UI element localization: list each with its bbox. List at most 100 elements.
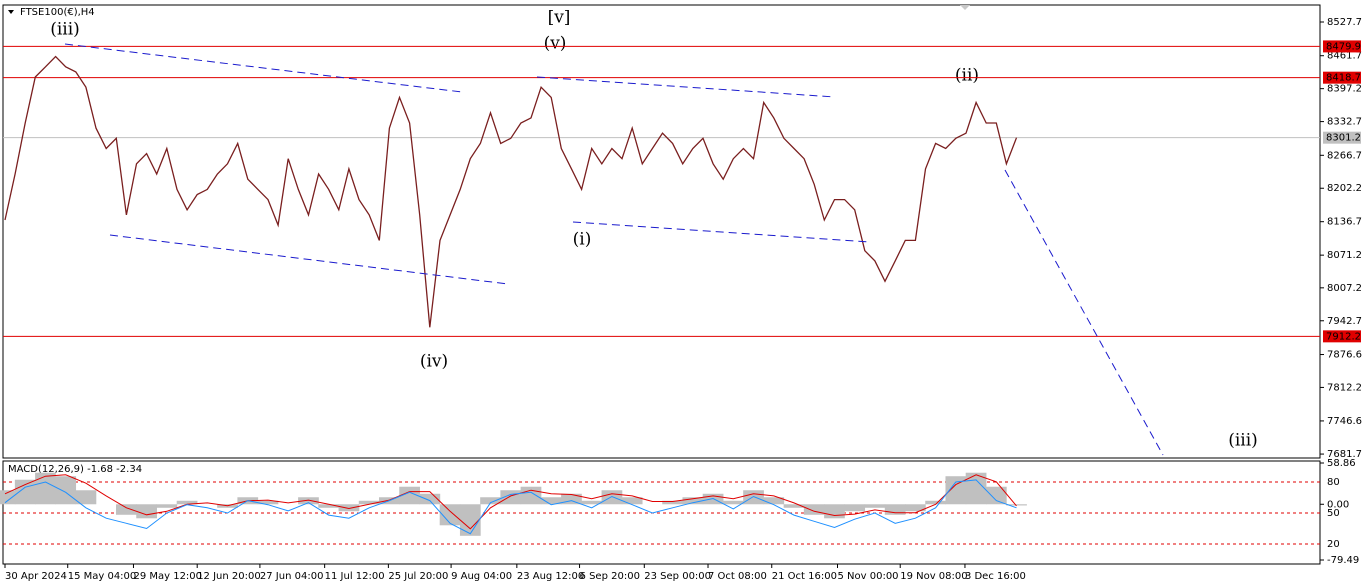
x-tick-label: 15 May 04:00 <box>68 571 137 582</box>
trend-line <box>1004 169 1164 456</box>
macd-bar <box>763 497 785 505</box>
x-tick-label: 3 Dec 16:00 <box>965 571 1026 582</box>
y2-tick-label: 20 <box>1327 539 1340 550</box>
y-tick-label: 7876.6 <box>1327 350 1362 361</box>
macd-pane <box>2 460 1321 565</box>
symbol-title: FTSE100(€),H4 <box>20 7 95 18</box>
x-tick-label: 29 May 12:00 <box>133 571 202 582</box>
wave-label: (ii) <box>955 66 979 86</box>
last-price-label: 8301.2 <box>1326 133 1361 144</box>
macd-bar <box>136 504 157 519</box>
x-tick-label: 11 Jul 12:00 <box>325 571 385 582</box>
macd-bar <box>864 504 886 508</box>
level-tag <box>1323 330 1361 343</box>
indicator-line <box>4 474 1017 530</box>
macd-bar <box>358 500 380 505</box>
macd-bar <box>985 486 1007 505</box>
y-tick-label: 58.86 <box>1327 458 1356 469</box>
x-tick-label: 23 Sep 00:00 <box>644 571 711 582</box>
macd-bar <box>419 493 441 505</box>
macd-bar <box>662 500 683 505</box>
macd-bar <box>480 497 501 505</box>
level-tag <box>1323 71 1361 84</box>
macd-bar <box>0 490 16 505</box>
macd-bar <box>621 497 643 505</box>
y-tick-label: 7681.7 <box>1327 449 1362 460</box>
level-label: 7912.2 <box>1326 331 1361 342</box>
macd-bar <box>601 490 623 505</box>
macd-bar <box>540 497 562 505</box>
y-tick-label: 8461.7 <box>1327 51 1362 62</box>
wave-label: (iii) <box>50 20 80 40</box>
y-tick-label: 0.00 <box>1327 499 1349 510</box>
macd-bar <box>35 472 56 505</box>
macd-bar <box>116 504 137 515</box>
macd-bar <box>318 504 340 508</box>
macd-bar <box>156 504 178 508</box>
macd-bar <box>925 500 946 505</box>
y-tick-label: -79.49 <box>1327 555 1359 566</box>
macd-bar <box>257 500 279 505</box>
x-tick-label: 21 Oct 16:00 <box>772 571 837 582</box>
macd-title: MACD(12,26,9) -1.68 -2.34 <box>8 464 142 475</box>
macd-bar <box>581 500 603 505</box>
y-tick-label: 8007.2 <box>1327 283 1362 294</box>
macd-bar <box>783 504 805 508</box>
level-label: 8479.9 <box>1326 41 1361 52</box>
y-tick-label: 8071.2 <box>1327 250 1362 261</box>
trend-line <box>64 43 463 93</box>
y-tick-label: 7942.7 <box>1327 316 1362 327</box>
macd-bar <box>75 490 97 505</box>
shift-marker <box>960 5 970 10</box>
macd-bar <box>682 497 704 505</box>
macd-bar <box>722 500 744 505</box>
macd-bar <box>743 490 764 505</box>
macd-bar <box>1006 504 1027 506</box>
y-tick-label: 8136.7 <box>1327 217 1362 228</box>
trend-line <box>536 76 836 98</box>
level-label: 8418.7 <box>1326 73 1361 84</box>
menu-arrow <box>8 10 14 14</box>
y-tick-label: 7746.6 <box>1327 416 1362 427</box>
macd-bar <box>561 493 582 505</box>
y-tick-label: 8332.7 <box>1327 117 1362 128</box>
x-tick-label: 9 Aug 04:00 <box>451 571 512 582</box>
y-tick-label: 8527.7 <box>1327 17 1362 28</box>
x-tick-label: 30 Apr 2024 <box>5 571 67 582</box>
macd-bar <box>824 504 845 519</box>
trend-line <box>572 221 871 243</box>
y2-tick-label: 50 <box>1327 508 1340 519</box>
macd-bar <box>844 504 866 512</box>
x-tick-label: 25 Jul 20:00 <box>388 571 448 582</box>
macd-bar <box>439 504 461 526</box>
macd-bar <box>905 504 926 512</box>
wave-label: (i) <box>573 230 592 250</box>
macd-bar <box>459 504 481 536</box>
macd-bar <box>520 486 542 505</box>
macd-bar <box>884 504 906 515</box>
x-tick-label: 6 Sep 20:00 <box>580 571 640 582</box>
last-price-tag <box>1323 131 1361 144</box>
trend-line <box>109 234 509 285</box>
y2-tick-label: 80 <box>1327 477 1340 488</box>
macd-bar <box>298 497 319 505</box>
wave-label: (iii) <box>1228 431 1258 451</box>
x-tick-label: 19 Nov 08:00 <box>900 571 967 582</box>
macd-bar <box>803 504 825 515</box>
y-tick-label: 8202.2 <box>1327 183 1362 194</box>
price-pane <box>2 4 1321 459</box>
y-tick-label: 7812.2 <box>1327 382 1362 393</box>
y-tick-label: 8397.2 <box>1327 84 1362 95</box>
wave-label: (iv) <box>420 352 448 372</box>
x-tick-label: 23 Aug 12:00 <box>517 571 584 582</box>
x-tick-label: 12 Jun 20:00 <box>197 571 261 582</box>
x-tick-label: 5 Nov 00:00 <box>837 571 898 582</box>
macd-bar <box>338 504 360 512</box>
y-tick-label: 8266.7 <box>1327 150 1362 161</box>
wave-label: [v] <box>548 8 571 28</box>
macd-bar <box>945 476 967 505</box>
macd-bar <box>176 500 198 505</box>
price-line <box>4 55 1018 328</box>
level-tag <box>1323 40 1361 53</box>
macd-bar <box>14 479 36 505</box>
